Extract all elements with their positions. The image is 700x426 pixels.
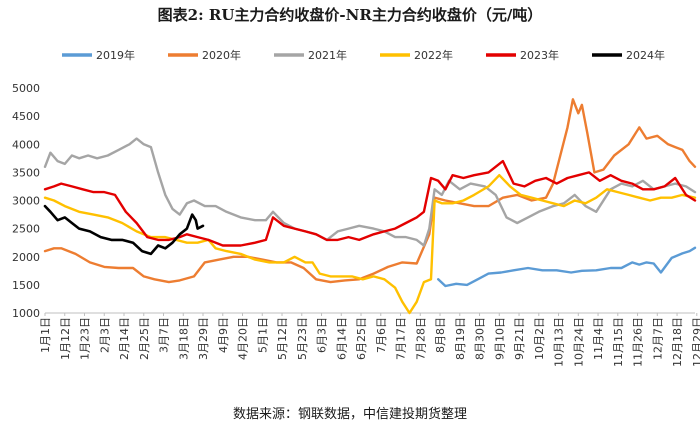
y-tick-label: 2000 bbox=[12, 251, 40, 264]
x-tick-label: 1月1日 bbox=[39, 317, 52, 353]
x-tick-label: 6月3日 bbox=[316, 317, 329, 353]
y-tick-label: 4500 bbox=[12, 110, 40, 123]
x-tick-label: 8月30日 bbox=[474, 317, 487, 360]
x-tick-label: 3月18日 bbox=[177, 317, 190, 360]
x-tick-label: 10月2日 bbox=[533, 317, 546, 360]
legend-label-2: 2021年 bbox=[308, 48, 347, 62]
x-tick-label: 5月12日 bbox=[276, 317, 289, 360]
x-tick-label: 2月25日 bbox=[138, 317, 151, 360]
legend-label-0: 2019年 bbox=[96, 48, 135, 62]
y-tick-label: 5000 bbox=[12, 82, 40, 95]
y-tick-label: 2500 bbox=[12, 223, 40, 236]
x-tick-label: 11月15日 bbox=[612, 317, 625, 367]
x-tick-label: 12月18日 bbox=[671, 317, 684, 367]
x-tick-label: 4月9日 bbox=[217, 317, 230, 353]
x-tick-label: 2月14日 bbox=[118, 317, 131, 360]
x-tick-label: 7月28日 bbox=[414, 317, 427, 360]
plot-area bbox=[43, 98, 697, 315]
x-tick-label: 6月25日 bbox=[355, 317, 368, 360]
x-tick-label: 3月29日 bbox=[197, 317, 210, 360]
x-tick-label: 8月8日 bbox=[434, 317, 447, 353]
x-tick-label: 4月20日 bbox=[237, 317, 250, 360]
x-tick-label: 1月23日 bbox=[79, 317, 92, 360]
series-line-2021年 bbox=[43, 137, 697, 247]
series-line-2022年 bbox=[43, 173, 697, 315]
series-line-2019年 bbox=[437, 246, 697, 288]
x-tick-label: 11月26日 bbox=[632, 317, 645, 367]
legend-label-4: 2023年 bbox=[520, 48, 559, 62]
x-tick-label: 3月7日 bbox=[158, 317, 171, 353]
x-tick-label: 5月1日 bbox=[256, 317, 269, 353]
legend-label-5: 2024年 bbox=[626, 48, 665, 62]
chart-title: 图表2: RU主力合约收盘价-NR主力合约收盘价（元/吨） bbox=[157, 6, 543, 24]
x-tick-label: 6月14日 bbox=[335, 317, 348, 360]
y-tick-label: 3000 bbox=[12, 195, 40, 208]
series-line-2020年 bbox=[43, 98, 697, 284]
x-tick-label: 5月23日 bbox=[296, 317, 309, 360]
x-tick-label: 9月21日 bbox=[513, 317, 526, 360]
x-tick-label: 12月7日 bbox=[651, 317, 664, 360]
legend-label-1: 2020年 bbox=[202, 48, 241, 62]
x-tick-label: 8月19日 bbox=[454, 317, 467, 360]
y-tick-label: 3500 bbox=[12, 166, 40, 179]
y-tick-label: 1500 bbox=[12, 279, 40, 292]
series-line-2023年 bbox=[43, 159, 697, 247]
y-tick-label: 1000 bbox=[12, 307, 40, 320]
x-tick-label: 11月4日 bbox=[592, 317, 605, 360]
legend: 2019年 2020年 2021年 2022年 2023年 2024年 bbox=[62, 48, 665, 62]
x-tick-label: 7月17日 bbox=[395, 317, 408, 360]
legend-label-3: 2022年 bbox=[414, 48, 453, 62]
chart-source: 数据来源：钢联数据，中信建投期货整理 bbox=[232, 407, 467, 422]
x-tick-label: 1月12日 bbox=[59, 317, 72, 360]
y-axis: 1000 1500 2000 2500 3000 3500 4000 4500 5000 bbox=[12, 82, 40, 320]
series-line-2024年 bbox=[43, 204, 205, 256]
y-tick-label: 4000 bbox=[12, 138, 40, 151]
x-axis: 1月1日 1月12日 1月23日 2月3日 2月14日 2月25日 3月7日 3月18日 3月2… bbox=[39, 312, 700, 367]
x-tick-label: 2月3日 bbox=[98, 317, 111, 353]
x-tick-label: 10月13日 bbox=[553, 317, 566, 367]
x-tick-label: 7月6日 bbox=[375, 317, 388, 353]
x-tick-label: 10月24日 bbox=[572, 317, 585, 367]
x-tick-label: 12月29日 bbox=[691, 317, 700, 367]
x-tick-label: 9月10日 bbox=[493, 317, 506, 360]
